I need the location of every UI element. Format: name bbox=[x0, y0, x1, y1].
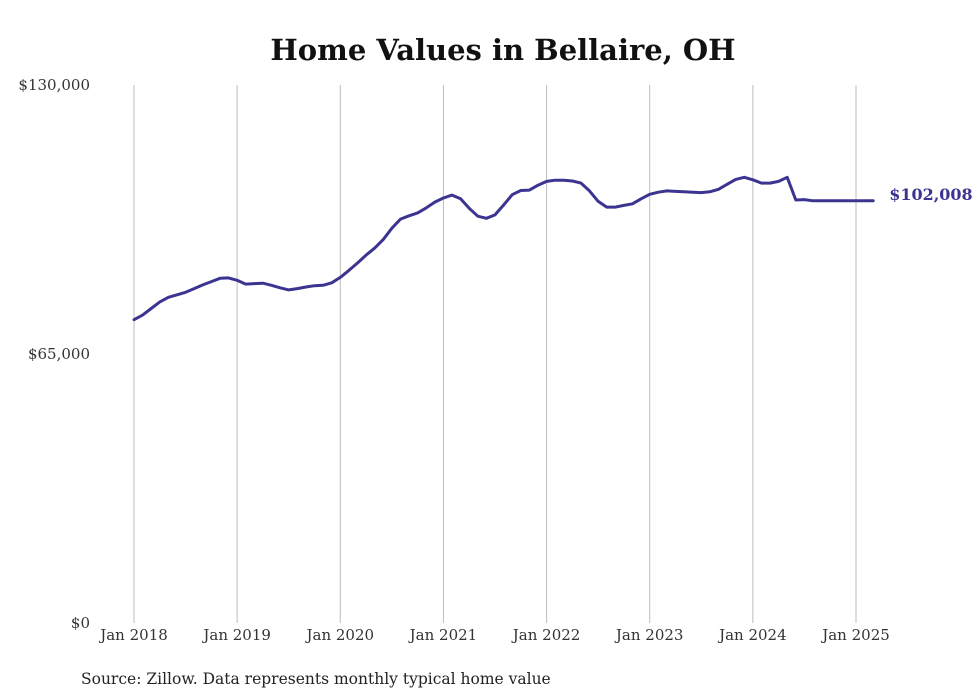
x-tick-label: Jan 2018 bbox=[98, 626, 168, 644]
y-tick-label: $65,000 bbox=[28, 345, 90, 363]
x-tick-label: Jan 2019 bbox=[201, 626, 271, 644]
x-tick-label: Jan 2023 bbox=[614, 626, 684, 644]
x-tick-label: Jan 2025 bbox=[820, 626, 890, 644]
x-axis-tick-labels: Jan 2018 Jan 2019 Jan 2020 Jan 2021 Jan 2022… bbox=[98, 626, 890, 644]
chart-title: Home Values in Bellaire, OH bbox=[270, 33, 735, 67]
x-tick-label: Jan 2021 bbox=[408, 626, 478, 644]
y-tick-label: $0 bbox=[71, 614, 90, 632]
home-value-series-line bbox=[132, 175, 875, 322]
y-tick-label: $130,000 bbox=[18, 76, 90, 94]
end-value-label: $102,008 bbox=[889, 185, 973, 204]
x-tick-label: Jan 2022 bbox=[511, 626, 581, 644]
y-axis-tick-labels: $0 $65,000 $130,000 bbox=[18, 76, 90, 632]
x-tick-label: Jan 2020 bbox=[305, 626, 375, 644]
x-tick-label: Jan 2024 bbox=[717, 626, 787, 644]
source-note: Source: Zillow. Data represents monthly … bbox=[81, 670, 551, 688]
vertical-gridlines bbox=[133, 85, 857, 623]
